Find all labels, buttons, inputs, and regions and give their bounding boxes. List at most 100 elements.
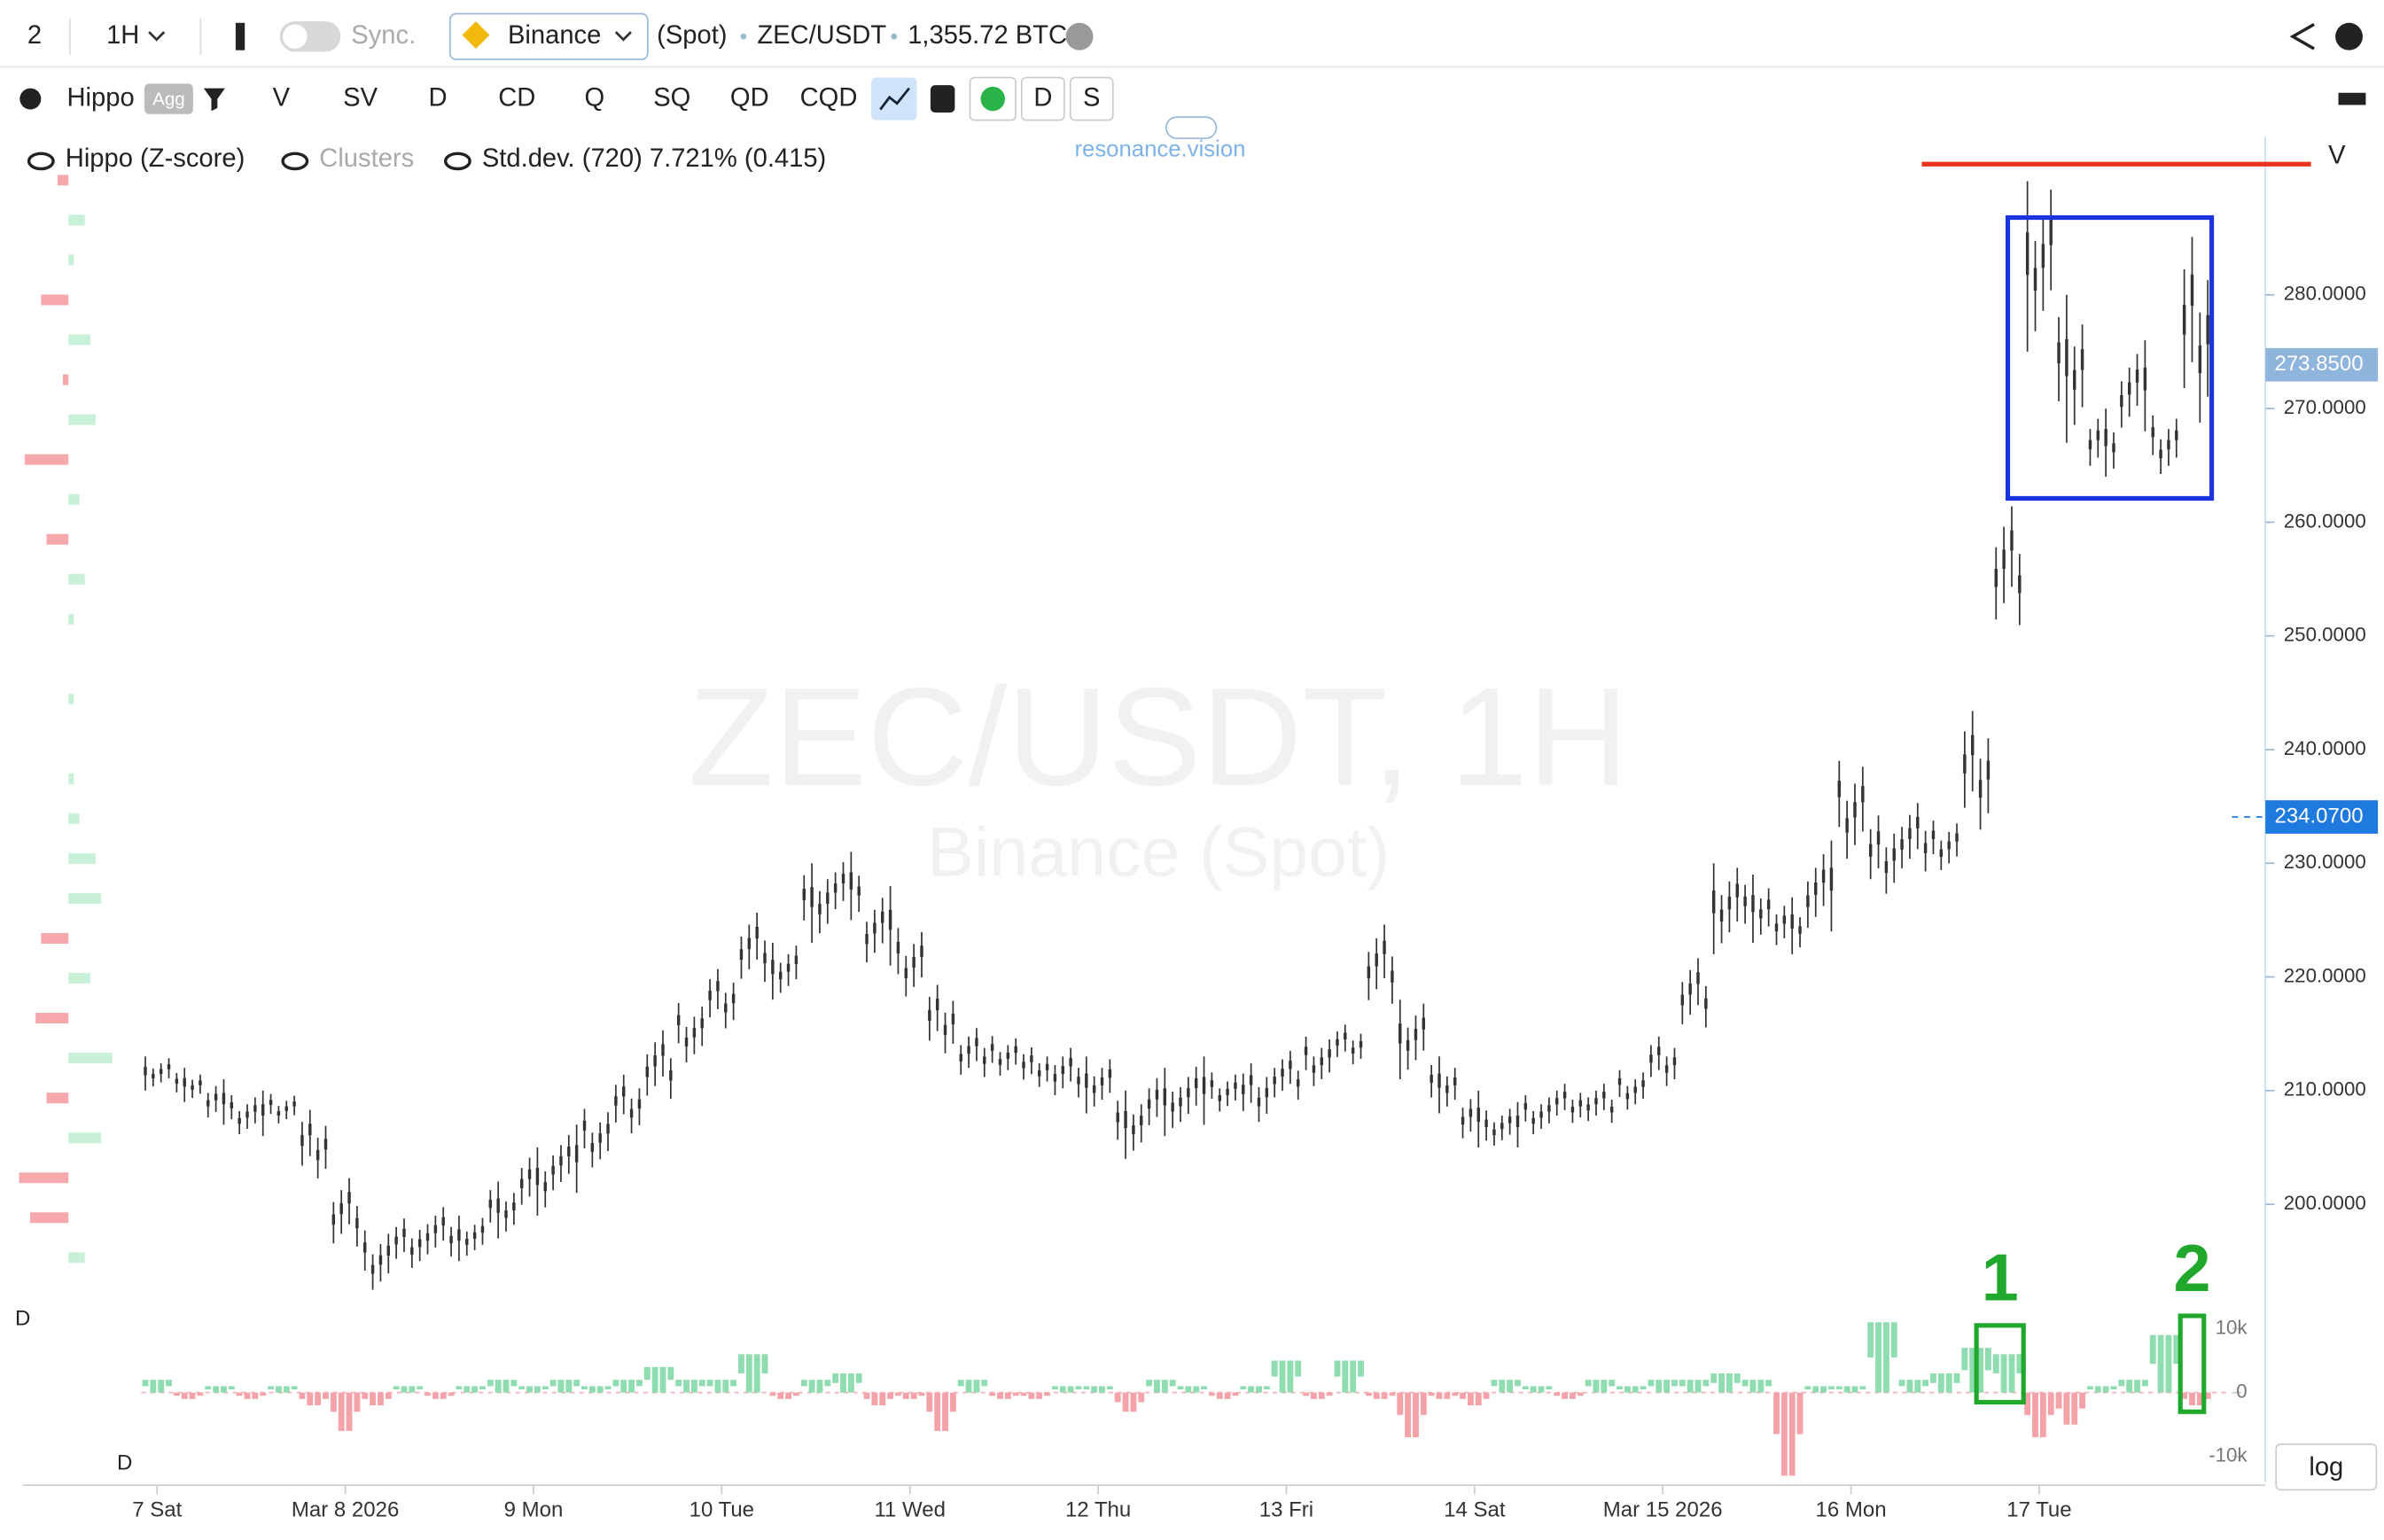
layout-button[interactable]: 2 [27,21,42,50]
candle-body [1916,816,1920,828]
exchange-select[interactable] [448,12,649,60]
indicator-button[interactable]: QD [730,83,769,112]
delta-bar [1875,1322,1881,1393]
ruler-icon[interactable] [2338,92,2366,105]
delta-bar [1961,1348,1968,1371]
candle [676,1003,704,1063]
candle [1743,875,1771,944]
settings-icon[interactable] [19,88,42,110]
delta-bar [1773,1392,1780,1435]
legend-item: Hippo (Z-score) [66,144,245,173]
candle [1053,1047,1080,1098]
candle-body [2167,439,2170,450]
delta-bar [855,1373,862,1383]
candle-body [1774,923,1779,932]
delta-bar [1389,1392,1396,1396]
icon[interactable] [235,22,245,51]
candle-body [1641,1080,1645,1087]
delta-bar [1177,1386,1184,1390]
delta-bar [1271,1360,1278,1377]
delta-bar [777,1392,784,1399]
indicator-button[interactable]: CD [498,83,535,112]
delta-bar [1295,1360,1302,1377]
delta-bar [1483,1392,1490,1399]
delta-bar [2118,1380,2125,1387]
x-tick-label: 14 Sat [1444,1498,1506,1522]
delta-bar [1765,1380,1772,1387]
candle-body [1328,1049,1331,1058]
candle-body [222,1093,226,1105]
candle-body [1375,953,1378,967]
toggle-button[interactable] [1020,76,1065,121]
candle [1430,1056,1457,1114]
candle-body [1570,1106,1575,1113]
chart-mode-button[interactable] [871,77,917,121]
indicator-button[interactable]: V [273,83,291,112]
candle [1179,1056,1206,1125]
indicator-button[interactable]: SV [343,83,378,112]
share-icon[interactable] [2289,23,2315,51]
candle-body [425,1233,430,1241]
filter-icon[interactable] [203,88,225,112]
candle-body [316,1149,320,1161]
candle [1461,1090,1488,1147]
candle-body [457,1229,461,1241]
delta-bar [1436,1392,1443,1399]
add-icon [980,86,1005,112]
eye-icon[interactable] [443,152,471,171]
delta-bar [1530,1386,1537,1393]
delta-bar [949,1392,956,1412]
delta-bar [1687,1380,1694,1393]
candle-body [590,1143,595,1152]
candle-body [1414,1029,1418,1040]
help-icon[interactable] [2335,22,2363,51]
delta-bar [1467,1392,1474,1406]
candle-body [1053,1074,1057,1082]
delta-bar [997,1392,1003,1399]
candle-body [1045,1063,1049,1070]
log-button[interactable] [2275,1443,2378,1491]
eye-icon[interactable] [27,152,55,171]
indicator-button[interactable]: SQ [653,83,690,112]
candle [1586,1084,1614,1124]
dot [740,33,747,40]
candle-body [2151,427,2154,438]
x-tick-label: 9 Mon [504,1498,564,1522]
dot [891,33,898,40]
candle-body [1970,735,1975,756]
delta-bar [1733,1373,1741,1383]
indicator-button[interactable]: CQD [800,83,858,112]
candle-body [794,955,799,965]
candle-body [1547,1105,1551,1112]
collapse-button[interactable] [1165,116,1218,140]
x-tick-label: Mar 8 2026 [292,1498,399,1522]
candle-body [1751,895,1755,913]
candle-body [1578,1100,1582,1107]
delta-bar [2063,1392,2070,1425]
candle [928,984,955,1054]
delta-bar [879,1392,886,1406]
indicator-button[interactable]: D [429,83,448,112]
candle-body [1108,1069,1112,1078]
notes-icon[interactable] [930,85,955,113]
delta-bar [989,1392,996,1396]
interval-select[interactable]: 1H [106,21,139,50]
delta-bar [840,1373,846,1393]
candle-body [1766,899,1771,910]
market: (Spot) [657,21,727,50]
candle-body [1351,1047,1355,1054]
delta-bar [816,1380,823,1393]
delta-bar [307,1392,314,1406]
profile-bar [68,693,74,704]
candle-body [1555,1098,1559,1105]
candle-body [175,1078,179,1085]
candle-body [1453,1077,1457,1085]
toggle-button[interactable] [1069,76,1114,121]
delta-bar [1381,1392,1388,1399]
eye-icon[interactable] [281,152,309,171]
indicator-button[interactable]: Q [584,83,604,112]
delta-bar [1671,1380,1678,1387]
candle-body [661,1044,665,1056]
candle-body [1782,915,1787,924]
delta-bar [1632,1386,1639,1393]
